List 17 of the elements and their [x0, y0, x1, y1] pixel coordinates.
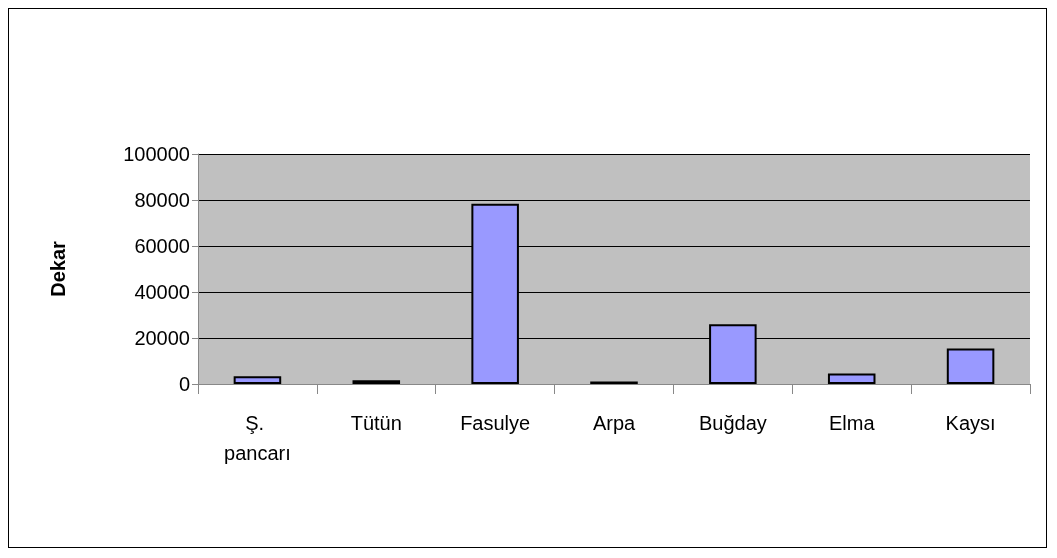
y-axis-title: Dekar — [47, 240, 69, 297]
x-tick-label: Ş. pancarı — [224, 412, 291, 464]
bar — [827, 373, 876, 384]
x-tick-label: Elma — [828, 412, 876, 434]
bar — [946, 348, 995, 384]
x-tick-label: Tütün — [350, 412, 402, 434]
x-tick-label: Arpa — [592, 412, 636, 434]
x-tick-label: Kaysı — [945, 412, 996, 434]
y-tick-label: 40000 — [134, 281, 190, 303]
x-tick-label: Buğday — [698, 412, 767, 434]
y-tick-label: 60000 — [134, 235, 190, 257]
y-tick-label: 100000 — [123, 143, 190, 165]
bar — [233, 376, 282, 384]
y-tick-label: 0 — [178, 373, 190, 395]
y-tick-label: 80000 — [134, 189, 190, 211]
y-tick-label: 20000 — [134, 327, 190, 349]
x-tick-label: Fasulye — [460, 412, 531, 434]
